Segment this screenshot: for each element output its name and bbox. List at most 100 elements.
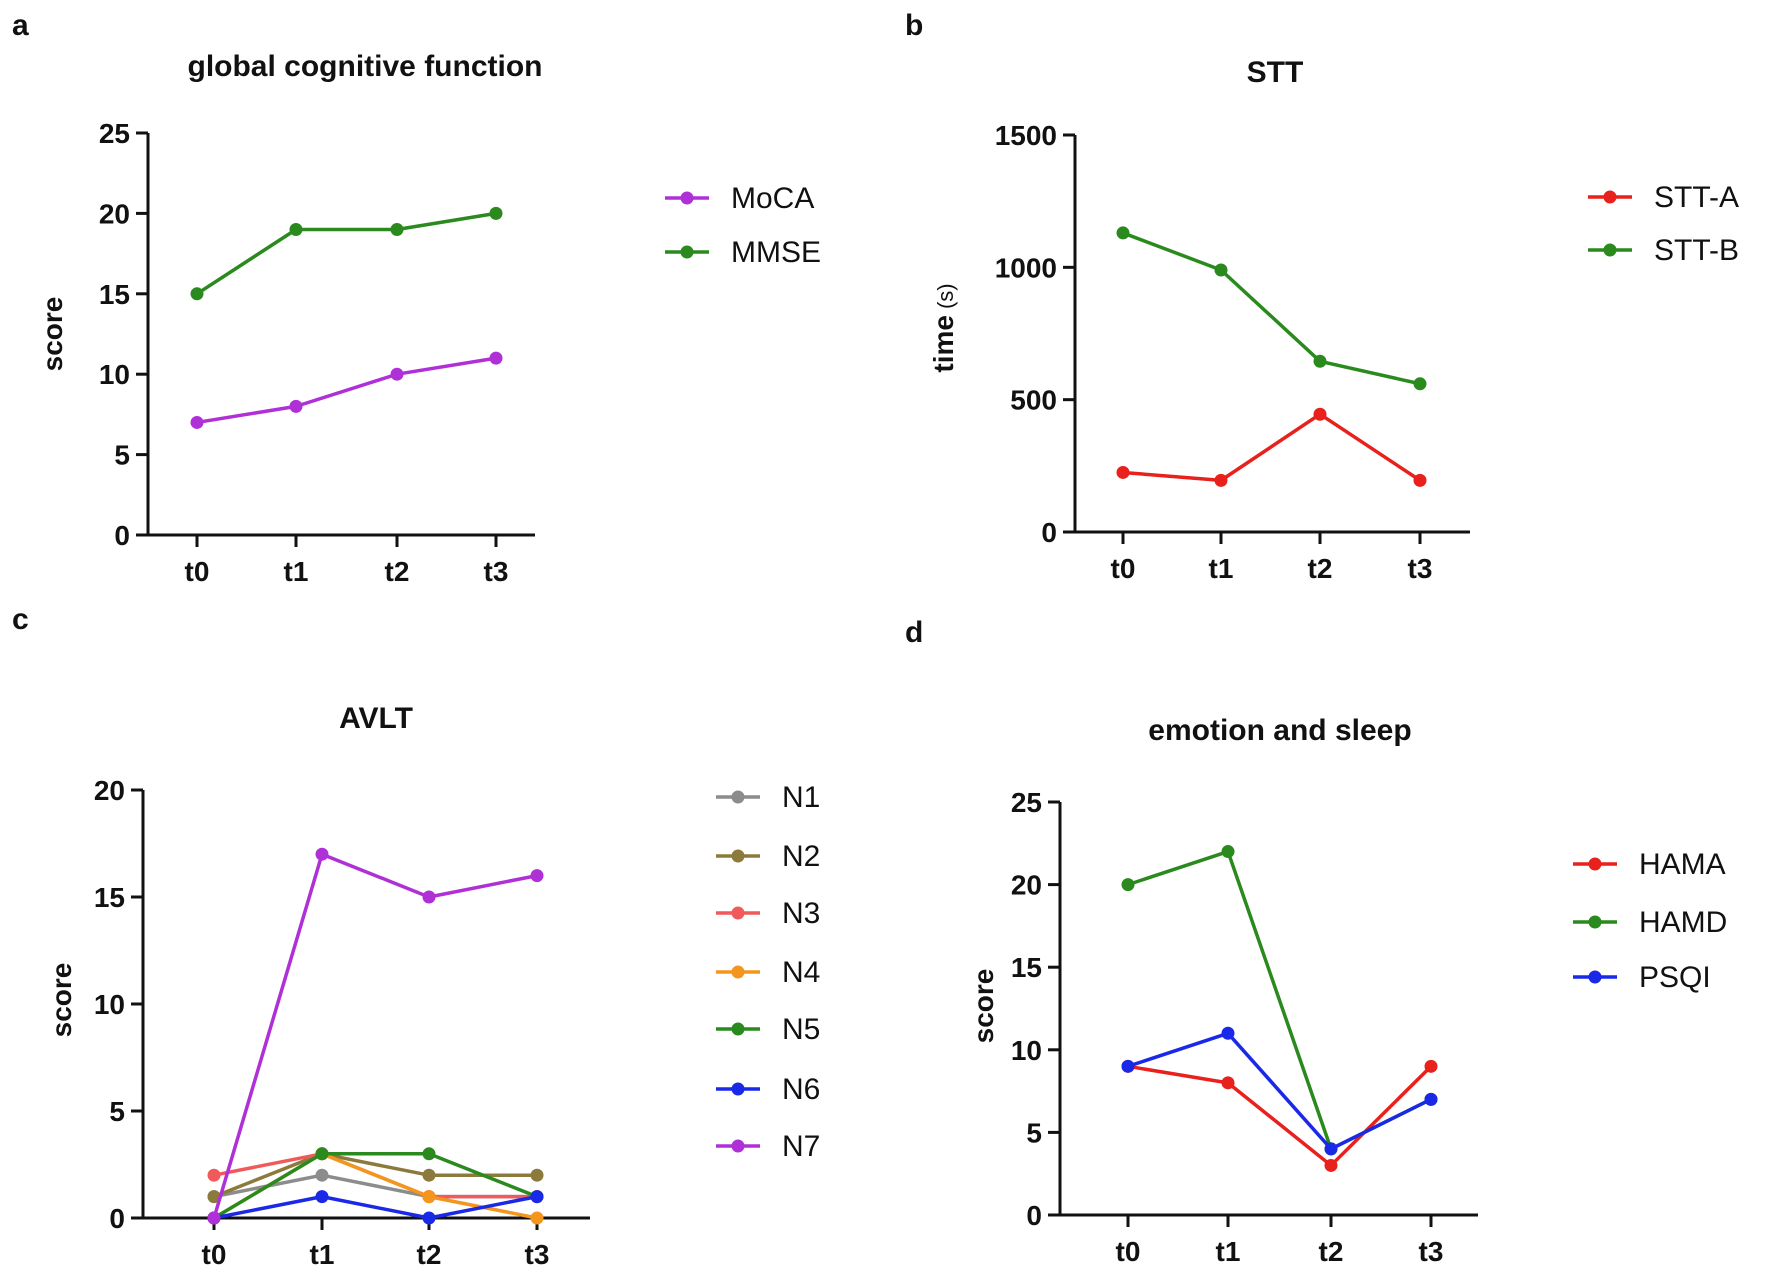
data-point-n5 (422, 1147, 436, 1161)
y-tick-label: 20 (1011, 870, 1042, 901)
chart-title: AVLT (339, 702, 413, 735)
data-point-moca (289, 399, 303, 413)
data-point-n4 (530, 1211, 544, 1225)
chart-title: emotion and sleep (1148, 714, 1411, 747)
y-tick-label: 15 (94, 882, 125, 913)
y-tick-label: 10 (99, 359, 130, 390)
y-axis-label: time (s) (928, 283, 959, 372)
legend-label-psqi: PSQI (1639, 961, 1711, 994)
legend-marker-n6 (731, 1082, 745, 1096)
chart-panel-a: global cognitive function score 0 5 10 15 20 25… (37, 50, 821, 587)
legend-label-n6: N6 (782, 1073, 820, 1106)
y-tick-label: 0 (114, 520, 130, 551)
data-point-n6 (422, 1211, 436, 1225)
series-line-n7 (212, 852, 538, 1219)
panel-letter-d: d (905, 616, 923, 649)
data-point-stt-b (1116, 226, 1130, 240)
y-tick-label: 10 (1011, 1035, 1042, 1066)
y-axis-label-text: score (46, 963, 77, 1038)
data-point-psqi (1121, 1059, 1135, 1073)
legend-marker-stt-a (1603, 190, 1617, 204)
legend-marker-moca (680, 191, 694, 205)
y-tick-label: 0 (1026, 1200, 1042, 1231)
x-tick-label: t1 (310, 1239, 335, 1270)
y-axis-label: score (46, 963, 77, 1038)
data-point-stt-a (1313, 407, 1327, 421)
y-tick-label: 15 (99, 279, 130, 310)
data-point-mmse (289, 222, 303, 236)
data-point-n7 (315, 847, 329, 861)
legend-label-n4: N4 (782, 956, 820, 989)
y-tick-label: 5 (114, 440, 130, 471)
series-line-n5 (213, 1152, 538, 1220)
data-point-n2 (422, 1168, 436, 1182)
chart-title: STT (1247, 56, 1304, 89)
data-point-n1 (315, 1168, 329, 1182)
panel-letter-b: b (905, 9, 923, 42)
legend-marker-n1 (731, 790, 745, 804)
y-tick-label: 15 (1011, 952, 1042, 983)
legend-label-moca: MoCA (731, 182, 814, 215)
x-tick-label: t2 (1319, 1236, 1344, 1267)
chart-title: global cognitive function (188, 50, 543, 83)
data-point-stt-a (1413, 473, 1427, 487)
legend-label-n2: N2 (782, 840, 820, 873)
y-tick-label: 0 (109, 1203, 125, 1234)
legend-label-n1: N1 (782, 781, 820, 814)
legend-marker-n4 (731, 965, 745, 979)
panel-letter-c: c (12, 603, 29, 636)
series-line-stt-a (1122, 412, 1421, 483)
chart-panel-b: STT time (s) 0 500 1000 1500 t0 t1 t2 t3 STT-A STT-B (928, 56, 1739, 584)
data-point-mmse (489, 206, 503, 220)
data-point-n6 (315, 1190, 329, 1204)
legend-marker-hamd (1588, 915, 1602, 929)
data-point-psqi (1221, 1026, 1235, 1040)
legend-marker-stt-b (1603, 243, 1617, 257)
legend-marker-psqi (1588, 970, 1602, 984)
data-point-n5 (315, 1147, 329, 1161)
data-point-stt-a (1214, 473, 1228, 487)
x-tick-label: t3 (525, 1239, 550, 1270)
y-tick-label: 5 (109, 1096, 125, 1127)
x-tick-label: t2 (1308, 553, 1333, 584)
y-tick-label: 25 (1011, 787, 1042, 818)
data-point-mmse (390, 222, 404, 236)
data-point-n7 (422, 890, 436, 904)
y-axis-label: score (37, 297, 68, 372)
data-point-moca (190, 415, 204, 429)
series-line-moca (196, 356, 497, 425)
data-point-psqi (1324, 1142, 1338, 1156)
legend-label-hamd: HAMD (1639, 906, 1727, 939)
chart-panel-c: AVLT score 0 5 10 15 20 t0 t1 t2 t3 N1 N2 N3 N4 N5 N6 N7 (46, 702, 820, 1270)
data-point-hama (1324, 1158, 1338, 1172)
x-tick-label: t2 (417, 1239, 442, 1270)
legend-marker-n5 (731, 1022, 745, 1036)
series-line-hamd (1127, 849, 1432, 1151)
legend-label-mmse: MMSE (731, 236, 821, 269)
legend-label-hama: HAMA (1639, 848, 1726, 881)
data-point-stt-b (1214, 263, 1228, 277)
y-axis-label-text: time (928, 315, 959, 373)
data-point-stt-b (1413, 377, 1427, 391)
x-tick-label: t3 (484, 556, 509, 587)
data-point-mmse (190, 287, 204, 301)
data-point-n2 (207, 1190, 221, 1204)
series-line-mmse (196, 211, 497, 296)
x-tick-label: t3 (1408, 553, 1433, 584)
legend-label-n5: N5 (782, 1013, 820, 1046)
x-tick-label: t0 (1111, 553, 1136, 584)
data-point-n7 (207, 1211, 221, 1225)
data-point-n6 (530, 1190, 544, 1204)
x-tick-label: t0 (185, 556, 210, 587)
y-tick-label: 1500 (995, 120, 1057, 151)
x-tick-label: t0 (1116, 1236, 1141, 1267)
series-line-hama (1127, 1064, 1433, 1168)
x-tick-label: t1 (284, 556, 309, 587)
x-tick-label: t1 (1209, 553, 1234, 584)
y-tick-label: 25 (99, 118, 130, 149)
chart-panel-d: emotion and sleep score 0 5 10 15 20 25 t0 t1 t2 t3… (968, 714, 1727, 1267)
data-point-n3 (207, 1168, 221, 1182)
legend-label-stt-b: STT-B (1654, 234, 1739, 267)
series-line-psqi (1127, 1031, 1432, 1151)
